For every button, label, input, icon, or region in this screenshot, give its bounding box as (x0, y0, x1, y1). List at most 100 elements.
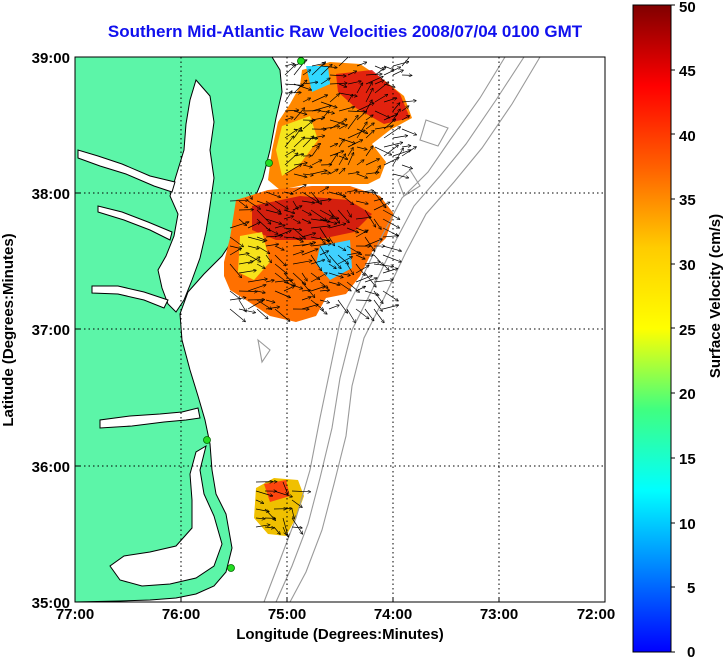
velocity-vector (347, 81, 361, 85)
velocity-vector (265, 191, 280, 197)
velocity-vector (291, 527, 302, 528)
velocity-vector (247, 222, 260, 229)
velocity-vector (338, 168, 345, 175)
velocity-vector (284, 130, 297, 139)
x-tick-label: 74:00 (374, 606, 412, 623)
velocity-vector (229, 298, 246, 301)
velocity-vector (382, 245, 401, 251)
velocity-vector (347, 172, 359, 174)
velocity-vector (365, 100, 372, 112)
velocity-vector (319, 187, 328, 193)
velocity-vector (265, 244, 278, 247)
velocity-vector (319, 290, 329, 291)
velocity-vector (238, 218, 246, 225)
x-tick-label: 77:00 (56, 606, 94, 623)
velocity-vector (247, 191, 252, 199)
velocity-vector (311, 62, 325, 76)
velocity-vector (311, 160, 322, 166)
velocity-vector (310, 191, 321, 204)
velocity-vector (284, 153, 298, 166)
velocity-vector (383, 145, 398, 157)
velocity-vector (346, 227, 358, 233)
velocity-vector (365, 123, 374, 130)
velocity-vector (356, 146, 367, 150)
velocity-vector (329, 154, 337, 166)
velocity-vector (355, 287, 365, 292)
velocity-vector (274, 290, 290, 298)
colorbar-gradient (632, 4, 672, 653)
velocity-vector (364, 262, 380, 265)
velocity-vector (319, 199, 331, 201)
y-tick-label: 36:00 (32, 459, 70, 476)
velocity-vector (319, 308, 327, 314)
velocity-vector (301, 191, 318, 202)
velocity-vector (310, 209, 326, 220)
velocity-vector (283, 209, 295, 213)
velocity-vector (347, 130, 365, 139)
velocity-vector (329, 169, 338, 175)
velocity-vector (301, 218, 311, 223)
velocity-vector (265, 227, 278, 234)
velocity-vector (355, 263, 365, 275)
velocity-vector (311, 171, 327, 175)
velocity-vector (365, 88, 373, 103)
potomac-river (77, 149, 176, 193)
velocity-vector (292, 236, 303, 242)
velocity-vector (283, 216, 293, 220)
velocity-vector (337, 299, 347, 313)
velocity-vector (302, 174, 313, 175)
velocity-vector (301, 305, 318, 310)
velocity-vector (346, 209, 351, 217)
velocity-vector (273, 490, 292, 497)
velocity-field-central-red (252, 196, 372, 240)
velocity-vector (401, 147, 416, 157)
hf-radar-stations (203, 57, 305, 572)
velocity-vector (382, 209, 400, 219)
velocity-vector (274, 280, 293, 283)
velocity-vector (373, 280, 393, 283)
velocity-vector (401, 128, 416, 135)
station-marker (265, 159, 273, 167)
velocity-vector (320, 173, 330, 174)
grid (75, 57, 605, 602)
colorbar-tick-label: 15 (679, 451, 696, 468)
velocity-vector (373, 290, 383, 303)
velocity-vector (338, 57, 351, 67)
velocity-vector (256, 291, 265, 293)
velocity-vector (293, 83, 311, 90)
velocity-vector (293, 80, 307, 94)
velocity-vector (337, 209, 349, 223)
velocity-vector (328, 218, 339, 219)
velocity-vector (265, 200, 280, 212)
velocity-vector (319, 281, 328, 288)
velocity-vector (238, 254, 249, 256)
velocity-vector (256, 236, 267, 241)
velocity-vector (256, 209, 271, 224)
velocity-vector (365, 115, 373, 121)
velocity-vector (229, 200, 248, 201)
velocity-vector (238, 262, 253, 265)
velocity-vector (346, 190, 357, 192)
velocity-vector (319, 209, 333, 217)
velocity-vector (320, 111, 329, 121)
velocity-vector (293, 128, 301, 139)
velocity-vector (338, 154, 345, 166)
velocity-vector (255, 499, 263, 503)
velocity-vector (382, 254, 401, 262)
velocity-vector (392, 173, 408, 178)
velocity-vector (365, 172, 379, 174)
velocity-vector (283, 272, 295, 286)
velocity-vector (292, 251, 304, 256)
velocity-vector (392, 148, 403, 166)
velocity-vector (283, 192, 293, 194)
velocity-vector (328, 263, 336, 268)
velocity-vector (382, 290, 398, 301)
velocity-vector (337, 281, 351, 291)
velocity-vector (373, 263, 393, 267)
velocity-vector (347, 153, 354, 166)
velocity-vector (291, 508, 294, 519)
velocity-vector (337, 257, 352, 265)
station-marker (297, 57, 305, 65)
velocity-vector (338, 83, 347, 87)
velocity-vector (238, 200, 247, 208)
